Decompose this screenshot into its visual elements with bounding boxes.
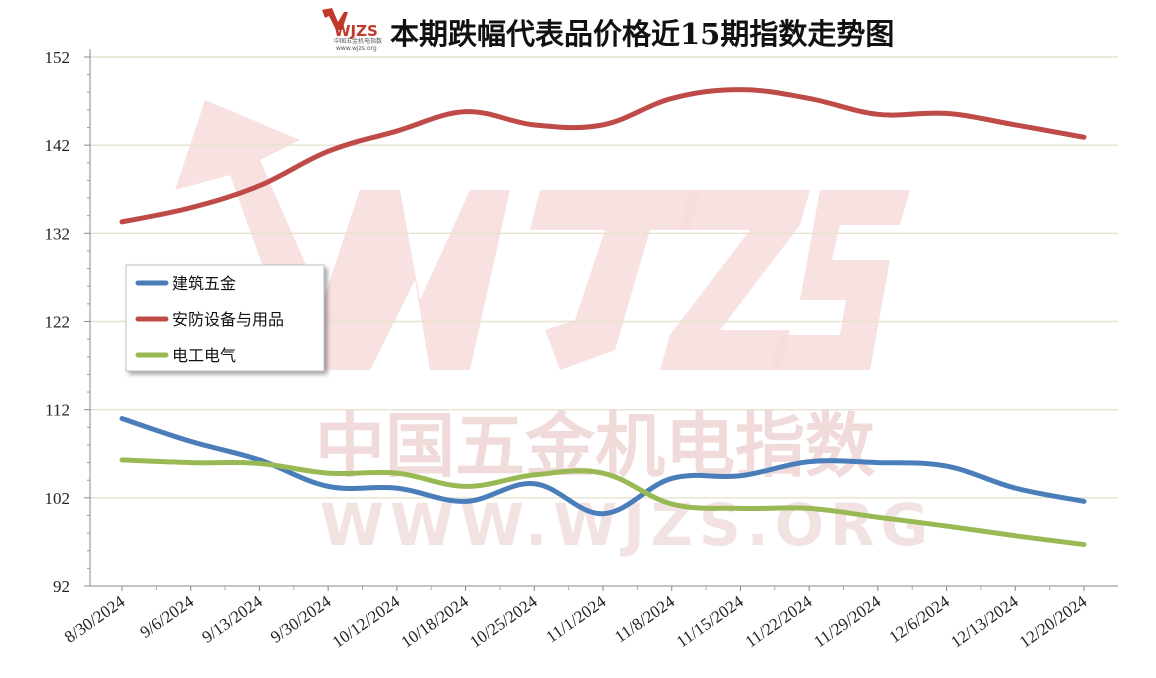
x-tick-label: 11/8/2024 — [611, 591, 678, 646]
watermark-en-text: WWW.WJZS.ORG — [320, 491, 934, 559]
y-tick-label: 102 — [45, 489, 71, 508]
x-tick-label: 12/6/2024 — [885, 591, 953, 646]
x-tick-label: 10/25/2024 — [466, 591, 541, 651]
logo-text: WJZS — [334, 22, 378, 40]
watermark: 中国五金机电指数 WWW.WJZS.ORG — [175, 100, 934, 559]
x-axis-ticks: 8/30/2024 9/6/2024 9/13/2024 9/30/202410/12… — [61, 586, 1091, 652]
x-tick-label: 11/29/2024 — [810, 591, 884, 651]
logo-subtitle: 中国五金机电指数 — [334, 37, 382, 45]
legend-label: 建筑五金 — [172, 274, 236, 293]
y-axis-ticks: 92 102 112 122 132 142 152 — [45, 48, 90, 596]
chart-title: 本期跌幅代表品价格近15期指数走势图 — [390, 17, 894, 51]
x-tick-label: 11/15/2024 — [673, 591, 747, 651]
series-group — [119, 87, 1087, 548]
watermark-z — [660, 190, 810, 370]
logo-arrow-icon — [322, 8, 348, 30]
legend-label: 安防设备与用品 — [172, 310, 284, 329]
x-tick-label: 12/13/2024 — [947, 591, 1022, 651]
x-tick-label: 8/30/2024 — [61, 591, 129, 646]
legend-label: 电工电气 — [172, 346, 236, 365]
watermark-j — [530, 190, 700, 370]
x-tick-label: 10/12/2024 — [329, 591, 404, 651]
logo-url: www.wjzs.org — [336, 45, 377, 52]
chart-header: WJZS 中国五金机电指数 www.wjzs.org 本期跌幅代表品价格近15期… — [322, 8, 894, 52]
x-tick-label: 11/1/2024 — [542, 591, 609, 646]
x-tick-label: 9/6/2024 — [137, 591, 198, 642]
wjzs-logo: WJZS 中国五金机电指数 www.wjzs.org — [322, 8, 382, 52]
x-tick-label: 9/13/2024 — [198, 591, 266, 646]
x-tick-label: 11/22/2024 — [742, 591, 816, 651]
x-tick-label: 12/20/2024 — [1016, 591, 1091, 651]
y-tick-label: 92 — [53, 577, 70, 596]
x-tick-label: 9/30/2024 — [267, 591, 335, 646]
y-tick-label: 132 — [45, 224, 71, 243]
y-tick-label: 122 — [45, 313, 71, 332]
y-tick-label: 152 — [45, 48, 71, 67]
watermark-w — [300, 190, 510, 370]
y-tick-label: 142 — [45, 136, 71, 155]
watermark-s — [770, 190, 910, 370]
x-tick-label: 10/18/2024 — [398, 591, 473, 651]
y-tick-label: 112 — [45, 401, 70, 420]
